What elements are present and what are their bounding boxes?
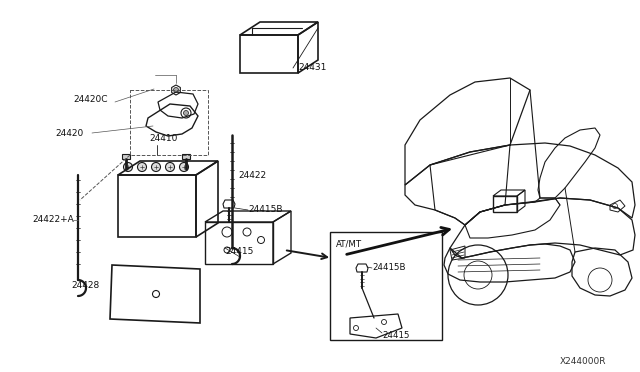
Circle shape [138, 163, 147, 171]
Text: 24431: 24431 [298, 64, 326, 73]
Circle shape [179, 163, 189, 171]
Text: 24420: 24420 [55, 128, 83, 138]
Text: 24422: 24422 [238, 170, 266, 180]
Text: AT/MT: AT/MT [336, 240, 362, 248]
Text: 24415B: 24415B [248, 205, 282, 215]
Circle shape [124, 163, 132, 171]
Circle shape [184, 110, 189, 115]
Text: X244000R: X244000R [560, 357, 607, 366]
Text: 24422+A: 24422+A [32, 215, 74, 224]
Text: 24410: 24410 [149, 134, 177, 143]
Circle shape [166, 163, 175, 171]
Circle shape [152, 163, 161, 171]
Circle shape [173, 87, 179, 93]
Bar [182, 154, 190, 159]
Bar [122, 154, 130, 159]
Text: 24415B: 24415B [372, 263, 406, 273]
Text: 24415: 24415 [382, 331, 410, 340]
Text: 24428: 24428 [72, 280, 100, 289]
Text: 24420C: 24420C [73, 94, 108, 103]
Text: 24415: 24415 [225, 247, 253, 257]
